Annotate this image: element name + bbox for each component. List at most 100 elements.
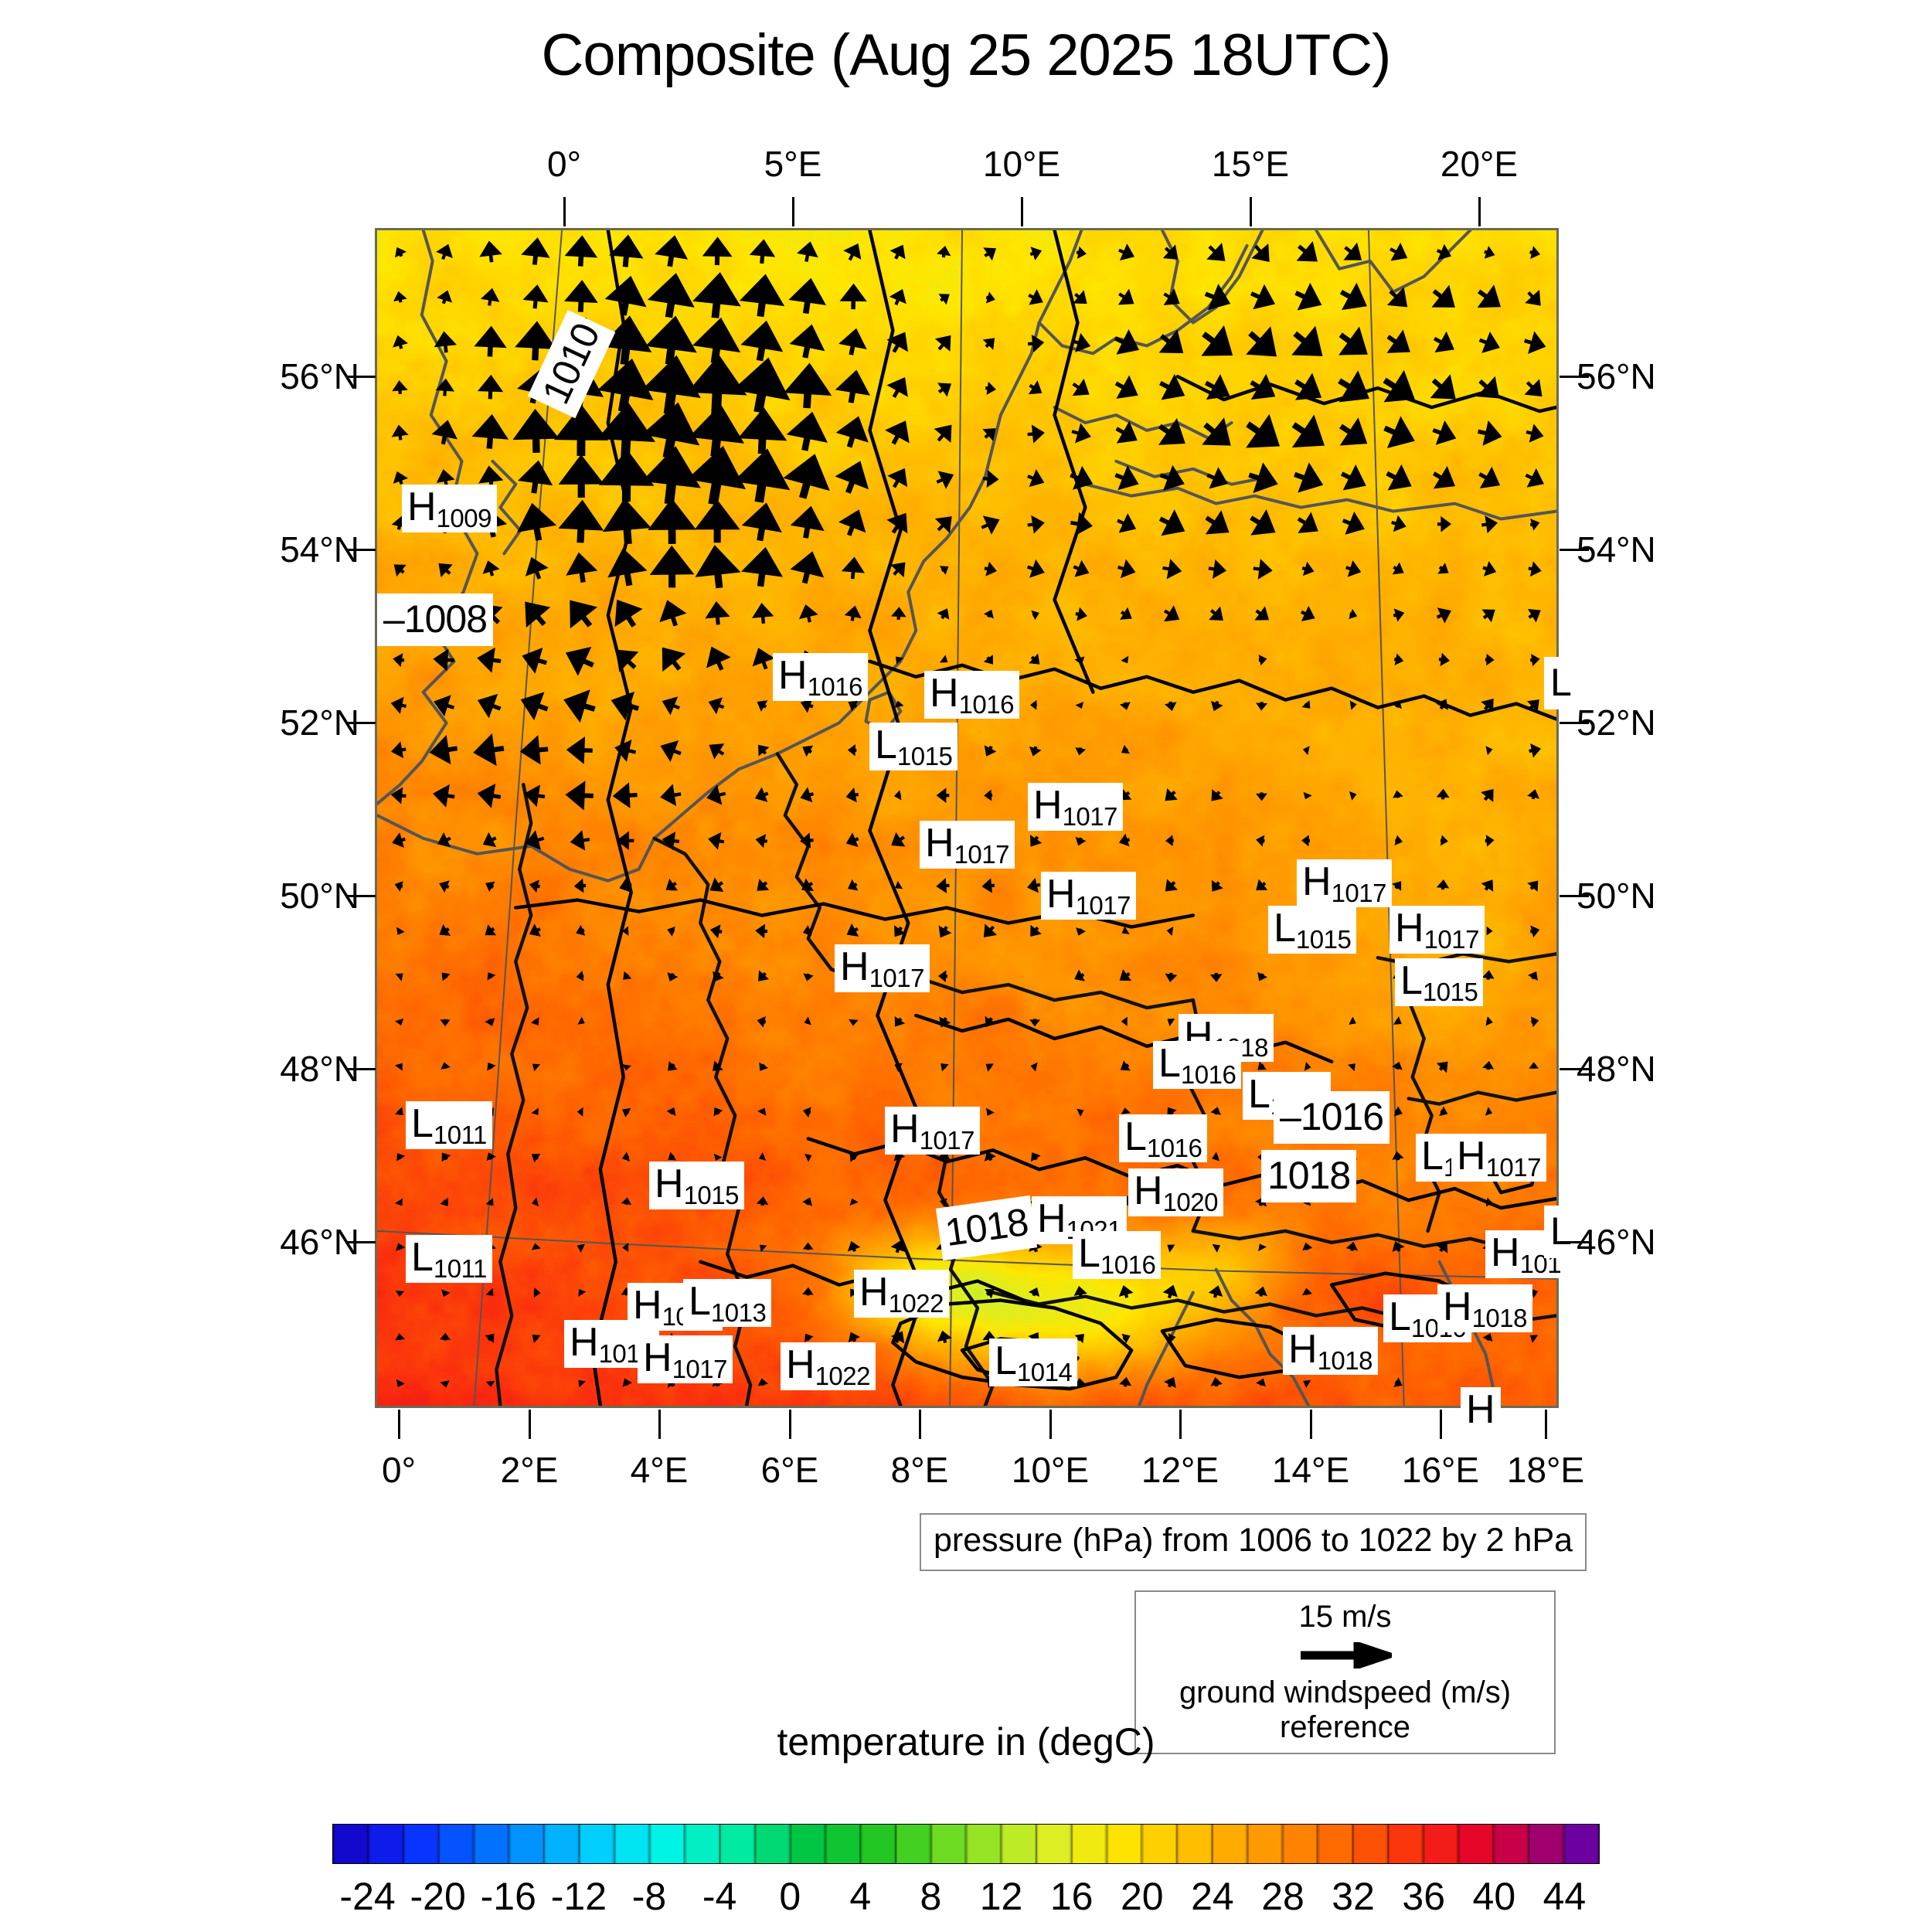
wind-legend-caption: ground windspeed (m/s) reference	[1179, 1675, 1512, 1744]
colorbar-tick: 8	[920, 1875, 942, 1918]
contour-label: L	[1544, 657, 1577, 709]
low-pressure-label: L1015	[869, 723, 958, 770]
low-pressure-label: L1016	[1073, 1231, 1162, 1279]
axis-tick	[1440, 1410, 1442, 1439]
high-pressure-label: H1018	[1283, 1327, 1378, 1375]
colorbar-tick: 0	[779, 1875, 801, 1918]
lat-tick-right: 46°N	[1577, 1222, 1656, 1262]
low-pressure-label: L1015	[1395, 958, 1484, 1006]
axis-tick	[1021, 197, 1023, 226]
lat-tick-right: 56°N	[1577, 356, 1656, 396]
high-pressure-label: H1017	[835, 944, 930, 992]
high-pressure-label: H1017	[885, 1107, 980, 1155]
colorbar-tick: 12	[979, 1875, 1023, 1918]
colorbar[interactable]	[332, 1824, 1600, 1864]
wind-legend: 15 m/s ground windspeed (m/s) reference	[1134, 1590, 1556, 1754]
lon-tick-bottom: 16°E	[1401, 1450, 1480, 1490]
axis-tick	[346, 1241, 376, 1243]
axis-tick	[1545, 1410, 1547, 1439]
axis-tick	[792, 197, 794, 226]
high-pressure-label: H1016	[773, 653, 868, 701]
high-pressure-label: H1018	[1437, 1284, 1532, 1332]
lon-tick-bottom: 0°	[382, 1450, 416, 1490]
lon-tick-bottom: 8°E	[890, 1450, 949, 1490]
axis-tick	[1560, 549, 1589, 551]
high-pressure-label: H1016	[924, 671, 1019, 719]
contour-label: 1018	[1261, 1150, 1357, 1202]
lat-tick-left: 48°N	[280, 1049, 359, 1089]
axis-tick	[1560, 895, 1589, 897]
low-pressure-label: L1013	[683, 1279, 772, 1327]
high-pressure-label: H1017	[1451, 1134, 1546, 1182]
high-pressure-label: H1017	[1297, 859, 1392, 907]
lat-tick-right: 52°N	[1577, 702, 1656, 743]
axis-tick	[789, 1410, 791, 1439]
high-pressure-label: H1015	[649, 1162, 744, 1209]
axis-tick	[346, 1068, 376, 1070]
lat-tick-right: 54°N	[1577, 529, 1656, 570]
low-pressure-label: L1011	[406, 1101, 492, 1149]
lat-tick-left: 56°N	[280, 356, 359, 396]
axis-tick	[346, 895, 376, 897]
colorbar-tick: -20	[410, 1875, 466, 1918]
lon-tick-top: 0°	[547, 144, 581, 184]
high-pressure-label: H1017	[1389, 906, 1485, 954]
axis-tick	[919, 1410, 921, 1439]
axis-tick	[1560, 722, 1589, 724]
axis-tick	[346, 722, 376, 724]
colorbar-tick: 36	[1402, 1875, 1446, 1918]
axis-tick	[563, 197, 566, 226]
lon-tick-bottom: 2°E	[500, 1450, 559, 1490]
lon-tick-bottom: 14°E	[1271, 1450, 1350, 1490]
lon-tick-top: 15°E	[1211, 144, 1290, 184]
pressure-legend-text: pressure (hPa) from 1006 to 1022 by 2 hP…	[934, 1522, 1573, 1559]
colorbar-tick: 4	[849, 1875, 872, 1918]
axis-tick	[1310, 1410, 1312, 1439]
axis-tick	[1179, 1410, 1182, 1439]
lat-tick-left: 50°N	[280, 876, 359, 916]
high-pressure-label: H1017	[1028, 783, 1123, 831]
low-pressure-label: L1016	[1119, 1114, 1208, 1162]
colorbar-title: temperature in (degC)	[777, 1720, 1155, 1764]
lat-tick-right: 48°N	[1577, 1049, 1656, 1089]
colorbar-tick: -8	[631, 1875, 667, 1918]
low-pressure-label: L1016	[1153, 1041, 1242, 1089]
lon-tick-bottom: 4°E	[630, 1450, 689, 1490]
high-pressure-label: H1017	[638, 1335, 733, 1383]
low-pressure-label: L1014	[989, 1338, 1078, 1386]
axis-tick	[398, 1410, 400, 1439]
high-pressure-label: H1017	[1041, 872, 1136, 920]
axis-tick	[1250, 197, 1252, 226]
high-pressure-label: H	[1461, 1387, 1501, 1435]
colorbar-tick: -4	[702, 1875, 737, 1918]
colorbar-tick: 16	[1049, 1875, 1094, 1918]
lon-tick-top: 10°E	[982, 144, 1061, 184]
colorbar-tick: -12	[550, 1875, 607, 1918]
low-pressure-label: L1011	[406, 1235, 492, 1283]
lat-tick-left: 46°N	[280, 1222, 359, 1262]
contour-label: L	[1544, 1206, 1577, 1258]
axis-tick	[1049, 1410, 1052, 1439]
page-title: Composite (Aug 25 2025 18UTC)	[541, 22, 1392, 88]
high-pressure-label: H1022	[781, 1342, 876, 1390]
axis-tick	[346, 549, 376, 551]
lon-tick-top: 20°E	[1440, 144, 1519, 184]
lat-tick-left: 52°N	[280, 702, 359, 743]
lon-tick-bottom: 18°E	[1506, 1450, 1585, 1490]
axis-tick	[1478, 197, 1481, 226]
colorbar-tick: -24	[339, 1875, 396, 1918]
lat-tick-right: 50°N	[1577, 876, 1656, 916]
axis-tick	[1560, 1068, 1589, 1070]
lon-tick-bottom: 10°E	[1011, 1450, 1090, 1490]
colorbar-tick: 44	[1543, 1875, 1587, 1918]
axis-tick	[658, 1410, 661, 1439]
lat-tick-left: 54°N	[280, 529, 359, 570]
axis-tick	[529, 1410, 531, 1439]
contour-label: –1016	[1274, 1091, 1390, 1144]
lon-tick-bottom: 12°E	[1141, 1450, 1219, 1490]
colorbar-tick: 32	[1332, 1875, 1375, 1918]
axis-tick	[1560, 376, 1589, 378]
colorbar-tick: 28	[1261, 1875, 1304, 1918]
lon-tick-bottom: 6°E	[760, 1450, 819, 1490]
pressure-legend: pressure (hPa) from 1006 to 1022 by 2 hP…	[920, 1513, 1587, 1571]
